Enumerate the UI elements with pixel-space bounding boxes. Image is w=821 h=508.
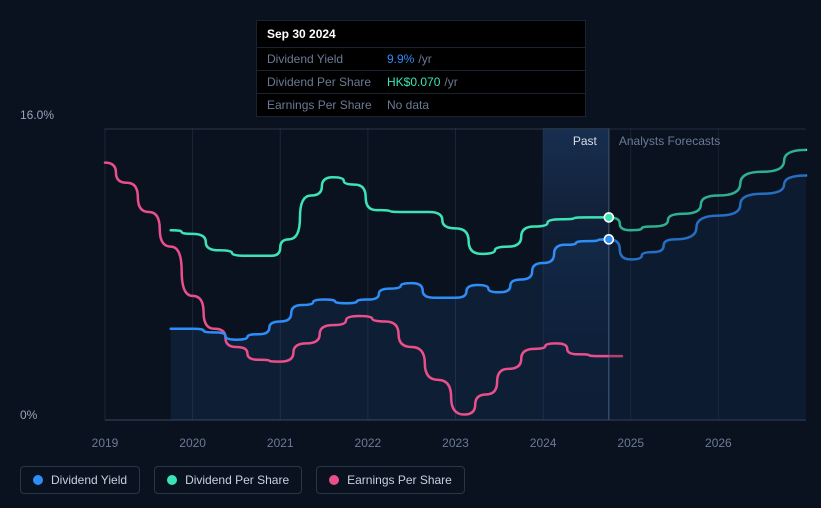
x-axis-year: 2025 [617, 436, 644, 450]
tooltip-label: Earnings Per Share [267, 98, 387, 112]
legend-item-dividend-per-share[interactable]: Dividend Per Share [154, 466, 302, 494]
x-axis-year: 2021 [267, 436, 294, 450]
x-axis-year: 2022 [355, 436, 382, 450]
legend-swatch [167, 475, 177, 485]
tooltip-row: Dividend Per ShareHK$0.070/yr [257, 71, 585, 94]
tooltip-date: Sep 30 2024 [257, 21, 585, 48]
y-axis-max: 16.0% [20, 108, 54, 122]
x-axis-year: 2019 [92, 436, 119, 450]
legend-item-earnings-per-share[interactable]: Earnings Per Share [316, 466, 465, 494]
tooltip-unit: /yr [444, 75, 457, 89]
legend-swatch [33, 475, 43, 485]
chart-container: 16.0% 0% 2019 2020 2021 2022 2023 2024 2025 202… [0, 0, 821, 508]
tooltip-value: HK$0.070 [387, 75, 440, 89]
tooltip: Sep 30 2024 Dividend Yield9.9%/yrDividen… [256, 20, 586, 117]
section-label-past: Past [573, 134, 597, 148]
tooltip-row: Earnings Per ShareNo data [257, 94, 585, 116]
legend-label: Earnings Per Share [347, 473, 452, 487]
legend-label: Dividend Per Share [185, 473, 289, 487]
x-axis-year: 2023 [442, 436, 469, 450]
y-axis-min: 0% [20, 408, 37, 422]
tooltip-label: Dividend Per Share [267, 75, 387, 89]
tooltip-unit: /yr [418, 52, 431, 66]
legend-swatch [329, 475, 339, 485]
x-axis-year: 2020 [179, 436, 206, 450]
section-label-forecast: Analysts Forecasts [619, 134, 720, 148]
tooltip-label: Dividend Yield [267, 52, 387, 66]
legend-label: Dividend Yield [51, 473, 127, 487]
tooltip-value: No data [387, 98, 429, 112]
tooltip-row: Dividend Yield9.9% /yr [257, 48, 585, 71]
x-axis-year: 2026 [705, 436, 732, 450]
legend-item-dividend-yield[interactable]: Dividend Yield [20, 466, 140, 494]
tooltip-value: 9.9% [387, 52, 414, 66]
x-axis-year: 2024 [530, 436, 557, 450]
legend: Dividend Yield Dividend Per Share Earnings… [20, 466, 465, 494]
